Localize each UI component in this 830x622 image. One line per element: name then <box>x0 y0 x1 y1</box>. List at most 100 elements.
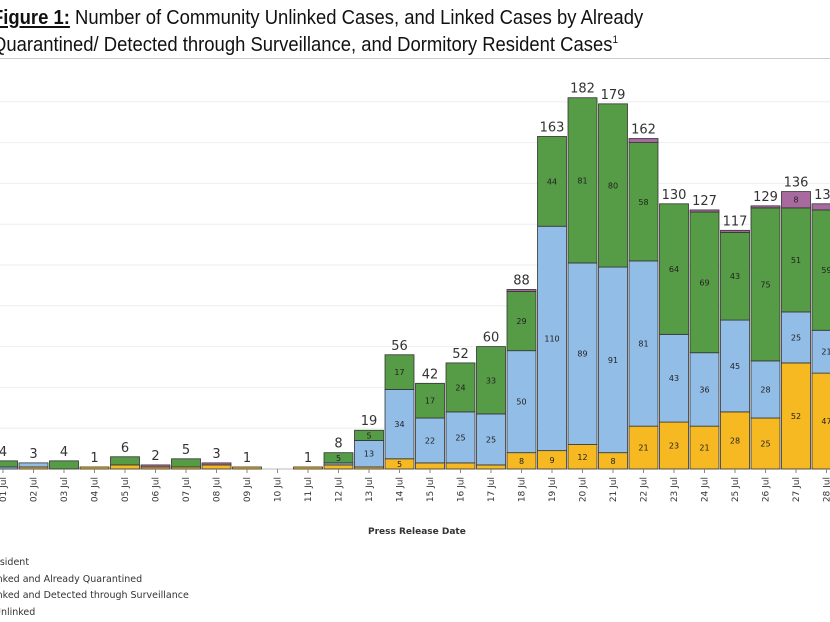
segment-label: 110 <box>544 334 559 343</box>
total-label: 163 <box>540 120 565 135</box>
title-text-1: Number of Community Unlinked Cases, and … <box>75 6 644 29</box>
bar-segment <box>598 103 628 268</box>
footnote-mark: 1 <box>612 34 618 47</box>
segment-label: 81 <box>577 176 587 185</box>
segment-label: 50 <box>516 398 526 407</box>
title-text-2: Quarantined/ Detected through Surveillan… <box>0 33 613 56</box>
total-label: 5 <box>182 443 190 458</box>
total-label: 129 <box>753 190 778 205</box>
total-label: 88 <box>513 273 530 288</box>
bar-segment <box>750 207 781 362</box>
total-label: 162 <box>631 123 656 138</box>
segment-label: 28 <box>760 385 770 394</box>
segment-label: 25 <box>455 433 465 442</box>
x-tick-label: 22 Jul <box>640 477 650 502</box>
bar-segment <box>232 466 262 470</box>
segment-label: 22 <box>425 436 435 445</box>
bar-segment <box>323 452 354 464</box>
x-tick-label: 18 Jul <box>518 477 528 502</box>
segment-label: 91 <box>608 356 618 365</box>
legend-item-resident: esident <box>0 557 30 568</box>
x-tick-label: 27 Jul <box>792 477 802 502</box>
bar-segment <box>323 464 354 470</box>
segment-label: 58 <box>638 198 648 207</box>
bar-segment <box>384 389 415 460</box>
segment-label: 36 <box>699 385 709 394</box>
x-tick-label: 26 Jul <box>762 477 772 502</box>
bar-segment <box>415 417 445 464</box>
bar-segment <box>415 462 445 470</box>
bar-segment <box>689 352 720 427</box>
x-tick-label: 21 Jul <box>609 477 619 502</box>
x-tick-label: 05 Jul <box>121 477 131 502</box>
segment-label: 5 <box>336 454 341 463</box>
x-tick-label: 16 Jul <box>457 477 467 502</box>
x-tick-label: 11 Jul <box>304 477 314 502</box>
total-label: 130 <box>662 188 687 203</box>
total-label: 3 <box>212 447 220 462</box>
total-label: 1 <box>90 451 98 466</box>
segment-label: 21 <box>699 444 709 453</box>
bar-segment <box>811 203 830 211</box>
bar-segment <box>537 136 567 227</box>
bar-segment <box>49 460 79 470</box>
bar-segment <box>415 382 445 419</box>
figure-label: Figure 1: <box>0 6 70 29</box>
total-label: 8 <box>334 437 342 452</box>
x-axis-label: Press Release Date <box>368 527 466 537</box>
legend-item-surveillance: inked and Detected through Surveillance <box>0 590 189 601</box>
x-tick-label: 13 Jul <box>365 477 375 502</box>
bar-segment <box>598 266 628 454</box>
bar-segment <box>384 354 415 390</box>
segment-label: 47 <box>821 417 830 426</box>
total-label: 127 <box>692 194 717 209</box>
bar-segment <box>18 462 49 468</box>
segment-label: 21 <box>638 444 648 453</box>
bar-segment <box>720 229 750 233</box>
segment-label: 69 <box>699 278 709 287</box>
bar-segment <box>476 346 506 415</box>
segment-label: 45 <box>730 362 740 371</box>
segment-label: 17 <box>394 368 404 377</box>
bar-segment <box>781 191 811 209</box>
x-tick-label: 02 Jul <box>30 477 40 502</box>
segment-label: 44 <box>547 177 557 186</box>
bar-segment <box>445 462 476 470</box>
segment-label: 8 <box>610 457 615 466</box>
bar-segment <box>689 211 720 354</box>
bar-segment <box>79 466 110 470</box>
bar-segment <box>659 203 689 335</box>
bar-segment <box>201 462 232 466</box>
segment-label: 81 <box>638 340 648 349</box>
bar-segment <box>689 209 720 213</box>
x-tick-label: 20 Jul <box>579 477 589 502</box>
bar-segment <box>659 421 689 470</box>
bar-segment <box>476 464 506 470</box>
total-label: 1 <box>243 451 251 466</box>
bar-segment <box>506 350 537 454</box>
bar-segment <box>750 360 781 419</box>
bar-segment <box>110 464 140 470</box>
bar-segment <box>0 460 18 468</box>
total-label: 4 <box>0 445 7 460</box>
segment-label: 12 <box>577 453 587 462</box>
x-tick-label: 01 Jul <box>0 477 9 502</box>
bar-segment <box>781 311 811 364</box>
total-label: 19 <box>361 414 378 429</box>
bar-segment <box>354 440 384 468</box>
bar-segment <box>720 231 750 321</box>
segment-label: 33 <box>486 376 496 385</box>
x-tick-label: 17 Jul <box>487 477 497 502</box>
bar-segment <box>628 260 659 427</box>
total-label: 182 <box>570 82 595 97</box>
segment-label: 29 <box>516 317 526 326</box>
segment-label: 17 <box>425 397 435 406</box>
segment-label: 51 <box>791 256 801 265</box>
bar-segment <box>567 262 598 445</box>
total-label: 60 <box>483 331 500 346</box>
segment-label: 52 <box>791 412 801 421</box>
x-tick-label: 14 Jul <box>396 477 406 502</box>
bar-segment <box>110 456 140 466</box>
segment-label: 8 <box>519 457 524 466</box>
x-tick-label: 23 Jul <box>670 477 680 502</box>
